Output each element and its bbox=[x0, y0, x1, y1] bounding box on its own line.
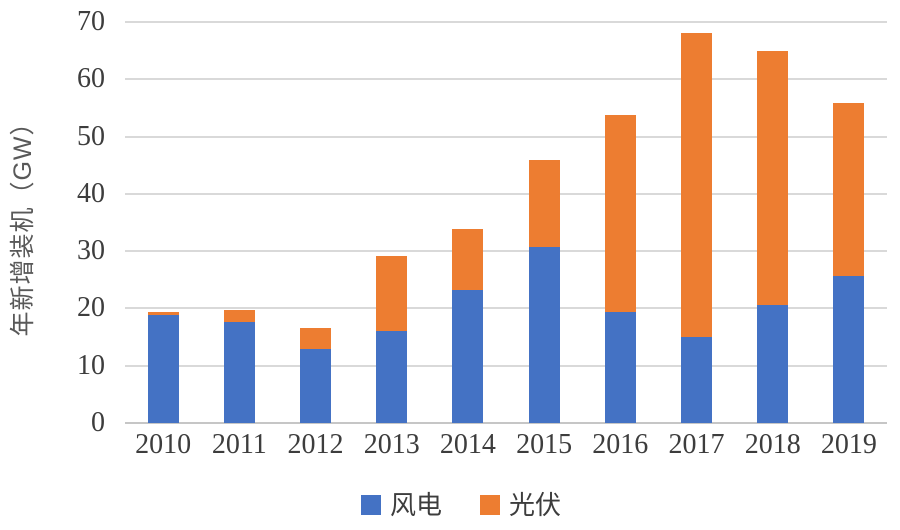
bar-stack-2011 bbox=[223, 22, 255, 423]
bar-stack-2017 bbox=[681, 22, 712, 423]
y-tick-label-30: 30 bbox=[77, 235, 105, 267]
bar-segment-风电-2018 bbox=[757, 305, 789, 423]
legend-swatch-icon bbox=[480, 495, 500, 515]
bar-stack-2010 bbox=[147, 22, 179, 423]
bar-segment-光伏-2012 bbox=[300, 328, 331, 349]
bar-segment-光伏-2017 bbox=[681, 32, 712, 338]
bar-stack-2014 bbox=[452, 22, 484, 423]
bar-segment-风电-2017 bbox=[681, 337, 712, 423]
gridline-40 bbox=[125, 192, 887, 195]
bar-stack-2016 bbox=[604, 22, 636, 423]
bar-segment-光伏-2014 bbox=[452, 229, 484, 291]
x-tick-label-2010: 2010 bbox=[135, 429, 192, 460]
gridline-30 bbox=[125, 250, 887, 253]
legend: 风电 光伏 bbox=[11, 492, 900, 518]
gridline-10 bbox=[125, 364, 887, 367]
bar-stack-2018 bbox=[757, 22, 789, 423]
x-axis-tick-labels: 2010 2011 2012 2013 2014 2015 2016 2017 2018 2019 bbox=[125, 429, 887, 469]
bar-segment-风电-2011 bbox=[223, 322, 255, 423]
gridline-50 bbox=[125, 135, 887, 138]
y-tick-label-50: 50 bbox=[77, 120, 105, 152]
x-tick-label-2019: 2019 bbox=[820, 429, 877, 460]
gridline-70 bbox=[125, 21, 887, 23]
y-axis-tick-labels: 0 10 20 30 40 50 60 70 bbox=[0, 7, 105, 438]
bar-segment-光伏-2011 bbox=[223, 310, 255, 323]
legend-item-光伏: 光伏 bbox=[480, 492, 561, 518]
y-tick-label-70: 70 bbox=[77, 6, 105, 37]
x-tick-label-2011: 2011 bbox=[211, 429, 267, 460]
bar-segment-光伏-2016 bbox=[604, 114, 636, 313]
x-tick-label-2016: 2016 bbox=[592, 429, 649, 460]
bar-stack-2013 bbox=[376, 22, 408, 423]
plot-area bbox=[125, 21, 887, 424]
gridline-20 bbox=[125, 307, 887, 310]
bar-stack-2015 bbox=[528, 22, 560, 423]
bar-segment-风电-2015 bbox=[528, 246, 560, 423]
legend-item-风电: 风电 bbox=[360, 490, 442, 520]
y-tick-label-40: 40 bbox=[77, 177, 105, 209]
y-tick-label-10: 10 bbox=[77, 349, 105, 381]
bar-segment-风电-2016 bbox=[604, 312, 636, 423]
bar-segment-风电-2013 bbox=[376, 330, 408, 423]
y-tick-label-0: 0 bbox=[91, 407, 105, 438]
x-tick-label-2017: 2017 bbox=[668, 429, 725, 460]
legend-label: 光伏 bbox=[509, 490, 562, 520]
y-tick-label-60: 60 bbox=[77, 63, 105, 95]
bar-segment-光伏-2010 bbox=[147, 311, 179, 315]
bar-stack-2012 bbox=[300, 22, 331, 423]
x-tick-label-2013: 2013 bbox=[363, 429, 420, 460]
gridline-60 bbox=[125, 78, 887, 81]
bar-segment-风电-2012 bbox=[300, 348, 331, 423]
x-tick-label-2018: 2018 bbox=[744, 429, 801, 460]
bar-stack-2019 bbox=[833, 22, 865, 423]
bar-segment-风电-2010 bbox=[147, 314, 179, 423]
bar-segment-光伏-2019 bbox=[833, 103, 865, 276]
legend-label: 风电 bbox=[389, 490, 442, 520]
y-tick-label-20: 20 bbox=[77, 292, 105, 324]
x-tick-label-2012: 2012 bbox=[287, 429, 344, 460]
x-axis-baseline bbox=[125, 422, 887, 424]
legend-swatch-icon bbox=[360, 495, 381, 515]
bar-segment-风电-2014 bbox=[452, 290, 484, 423]
bar-segment-风电-2019 bbox=[833, 275, 865, 423]
bar-segment-光伏-2013 bbox=[376, 256, 408, 331]
bar-segment-光伏-2015 bbox=[528, 160, 560, 247]
x-tick-label-2014: 2014 bbox=[439, 429, 496, 460]
bar-segment-光伏-2018 bbox=[757, 50, 789, 305]
x-tick-label-2015: 2015 bbox=[516, 429, 573, 460]
